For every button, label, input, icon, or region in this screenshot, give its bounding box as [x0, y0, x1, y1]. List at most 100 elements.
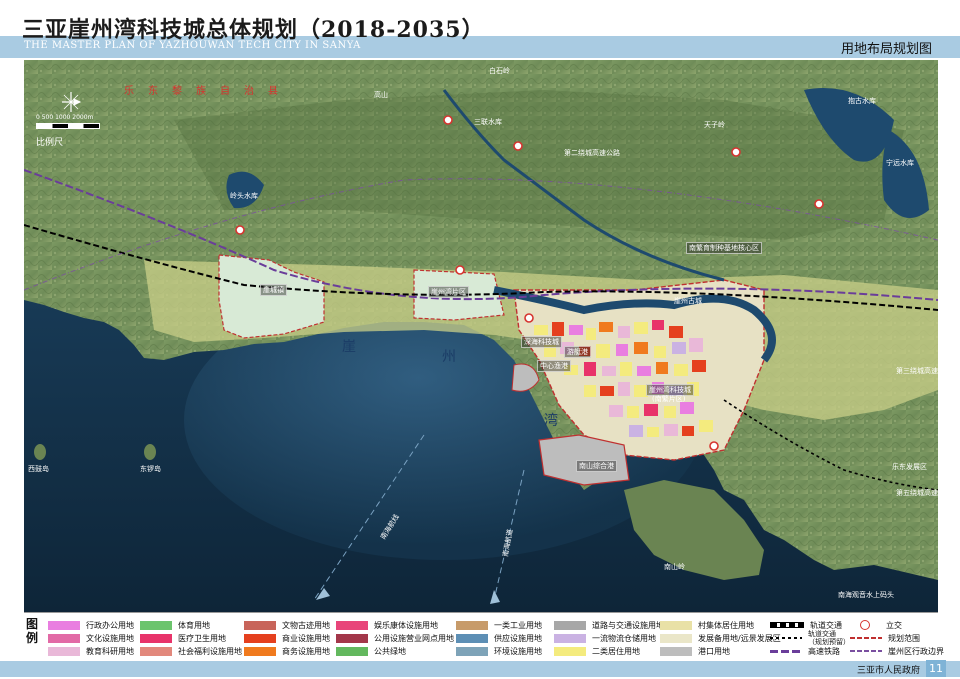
label-tech-city: 崖州湾科技城: [646, 384, 694, 396]
label-reservoir-ning: 宁远水库: [886, 159, 914, 167]
legend-swatch: [244, 646, 276, 656]
page-title-english: THE MASTER PLAN OF YAZHOUWAN TECH CITY I…: [24, 40, 361, 51]
legend-item-logistics: 一流物流仓储用地: [554, 632, 656, 644]
legend-swatch: [336, 633, 368, 643]
legend-swatch: [660, 633, 692, 643]
legend-item-environment: 环境设施用地: [456, 645, 542, 657]
legend-item-entertainment: 娱乐康体设施用地: [336, 619, 438, 631]
legend-label: 一流物流仓储用地: [592, 633, 656, 643]
label-road-2: 第二绕城高速公路: [564, 149, 620, 157]
port-yacht: [511, 363, 540, 392]
legend-label: 村集体居住用地: [698, 620, 754, 630]
legend-item-heritage: 文物古迹用地: [244, 619, 330, 631]
page-title: 三亚崖州湾科技城总体规划（2018-2035）: [22, 17, 485, 43]
label-tech-city-sub: (南繁片区): [652, 395, 686, 403]
island-xigu: [34, 444, 46, 460]
legend-item-business: 商务设施用地: [244, 645, 330, 657]
legend-item-interchange: 立交: [850, 619, 902, 631]
legend-swatch: [850, 650, 882, 652]
coast-city-west: [218, 254, 325, 339]
legend-swatch: [850, 637, 882, 639]
label-baogu-reservoir: 抱古水库: [848, 97, 876, 105]
legend-item-culture: 文化设施用地: [48, 632, 134, 644]
label-sanwang-reservoir: 三联水库: [474, 118, 502, 126]
nanshan-peninsula: [624, 480, 764, 580]
label-baishi: 白石岭: [489, 67, 510, 75]
legend-swatch: [660, 620, 692, 630]
legend-swatch: [48, 646, 80, 656]
legend-label: 商业设施用地: [282, 633, 330, 643]
legend-label: 港口用地: [698, 646, 730, 656]
label-nanshan-ling: 南山岭: [664, 563, 685, 571]
legend-item-utility-outlet: 公用设施营业网点用地: [336, 632, 454, 644]
legend-item-village: 村集体居住用地: [660, 619, 754, 631]
legend-swatch: [456, 620, 488, 630]
legend-item-residential: 二类居住用地: [554, 645, 640, 657]
legend-label: 文物古迹用地: [282, 620, 330, 630]
legend-label: 一类工业用地: [494, 620, 542, 630]
legend-label: 体育用地: [178, 620, 210, 630]
legend-label: 文化设施用地: [86, 633, 134, 643]
legend-label: 社会福利设施用地: [178, 646, 242, 656]
legend-swatch: [244, 633, 276, 643]
legend-item-education: 教育科研用地: [48, 645, 134, 657]
rail-transit-planned: [723, 399, 938, 491]
legend-item-supply: 供应设施用地: [456, 632, 542, 644]
legend-swatch: [244, 620, 276, 630]
river-upstream: [442, 89, 725, 282]
label-road-3: 第三绕城高速公路: [896, 367, 938, 375]
label-yacht-port: 游艇港: [564, 346, 591, 358]
legend-swatch: [336, 646, 368, 656]
footer-band: [0, 661, 960, 677]
legend-label: 行政办公用地: [86, 620, 134, 630]
label-ledong-zone: 乐东发展区: [892, 463, 927, 471]
legend-label: 环境设施用地: [494, 646, 542, 656]
label-fishing-port: 中心渔港: [537, 360, 571, 372]
island-dongluo: [144, 444, 156, 460]
label-guanyin-pier: 南海观音水上码头: [838, 591, 894, 599]
land-use-map[interactable]: 0 500 1000 2000m 比例尺 乐东黎族自治县 崖 州 湾 岭头水库 …: [24, 60, 938, 612]
legend-label: 道路与交通设施用地: [592, 620, 664, 630]
legend-label: 崖州区行政边界: [888, 646, 944, 656]
map-canvas: [24, 60, 938, 612]
label-nanshan-port: 南山综合港: [576, 460, 617, 472]
legend-label: 教育科研用地: [86, 646, 134, 656]
bay-char-3: 湾: [544, 413, 574, 429]
footer-org: 三亚市人民政府: [856, 666, 920, 676]
legend-label: 公用设施营业网点用地: [374, 633, 454, 643]
legend-item-industry: 一类工业用地: [456, 619, 542, 631]
label-gaoshan: 高山: [374, 91, 388, 99]
legend-item-rail-planned: 轨道交通 （规划预留）: [770, 630, 850, 646]
legend-swatch: [554, 633, 586, 643]
legend-label: 轨道交通: [810, 620, 842, 630]
legend-item-admin: 行政办公用地: [48, 619, 134, 631]
legend-swatch: [554, 646, 586, 656]
legend-item-welfare: 社会福利设施用地: [140, 645, 242, 657]
legend-swatch: [456, 633, 488, 643]
arrow-south-west: [316, 588, 330, 600]
label-road-5: 第五绕城高速公路: [896, 489, 938, 497]
legend-swatch: [48, 633, 80, 643]
legend-item-plan-boundary: 规划范围: [850, 632, 920, 644]
legend-item-commercial: 商业设施用地: [244, 632, 330, 644]
label-lingtou-reservoir: 岭头水库: [230, 192, 258, 200]
legend-label: 规划范围: [888, 633, 920, 643]
legend-item-sports: 体育用地: [140, 619, 210, 631]
label-nanfan-breeding: 南繁育制种基地核心区: [686, 242, 762, 254]
high-speed-railway: [24, 169, 938, 301]
district-boundary: [24, 178, 938, 291]
legend-label: 公共绿地: [374, 646, 406, 656]
legend-item-rail: 轨道交通: [770, 619, 842, 631]
region-label-ledong: 乐东黎族自治县: [124, 86, 292, 97]
header-band: [0, 36, 960, 58]
legend-label: 高速铁路: [808, 646, 840, 656]
legend-swatch: [456, 646, 488, 656]
legend-swatch: [140, 646, 172, 656]
bay-char-2: 州: [442, 349, 472, 365]
scale-ticks: 0 500 1000 2000m: [36, 114, 94, 121]
legend-swatch: [770, 622, 804, 628]
legend-swatch: [860, 620, 870, 630]
legend-swatch: [770, 637, 802, 639]
legend-title: 图 例: [26, 617, 38, 645]
legend-item-district-boundary: 崖州区行政边界: [850, 645, 944, 657]
